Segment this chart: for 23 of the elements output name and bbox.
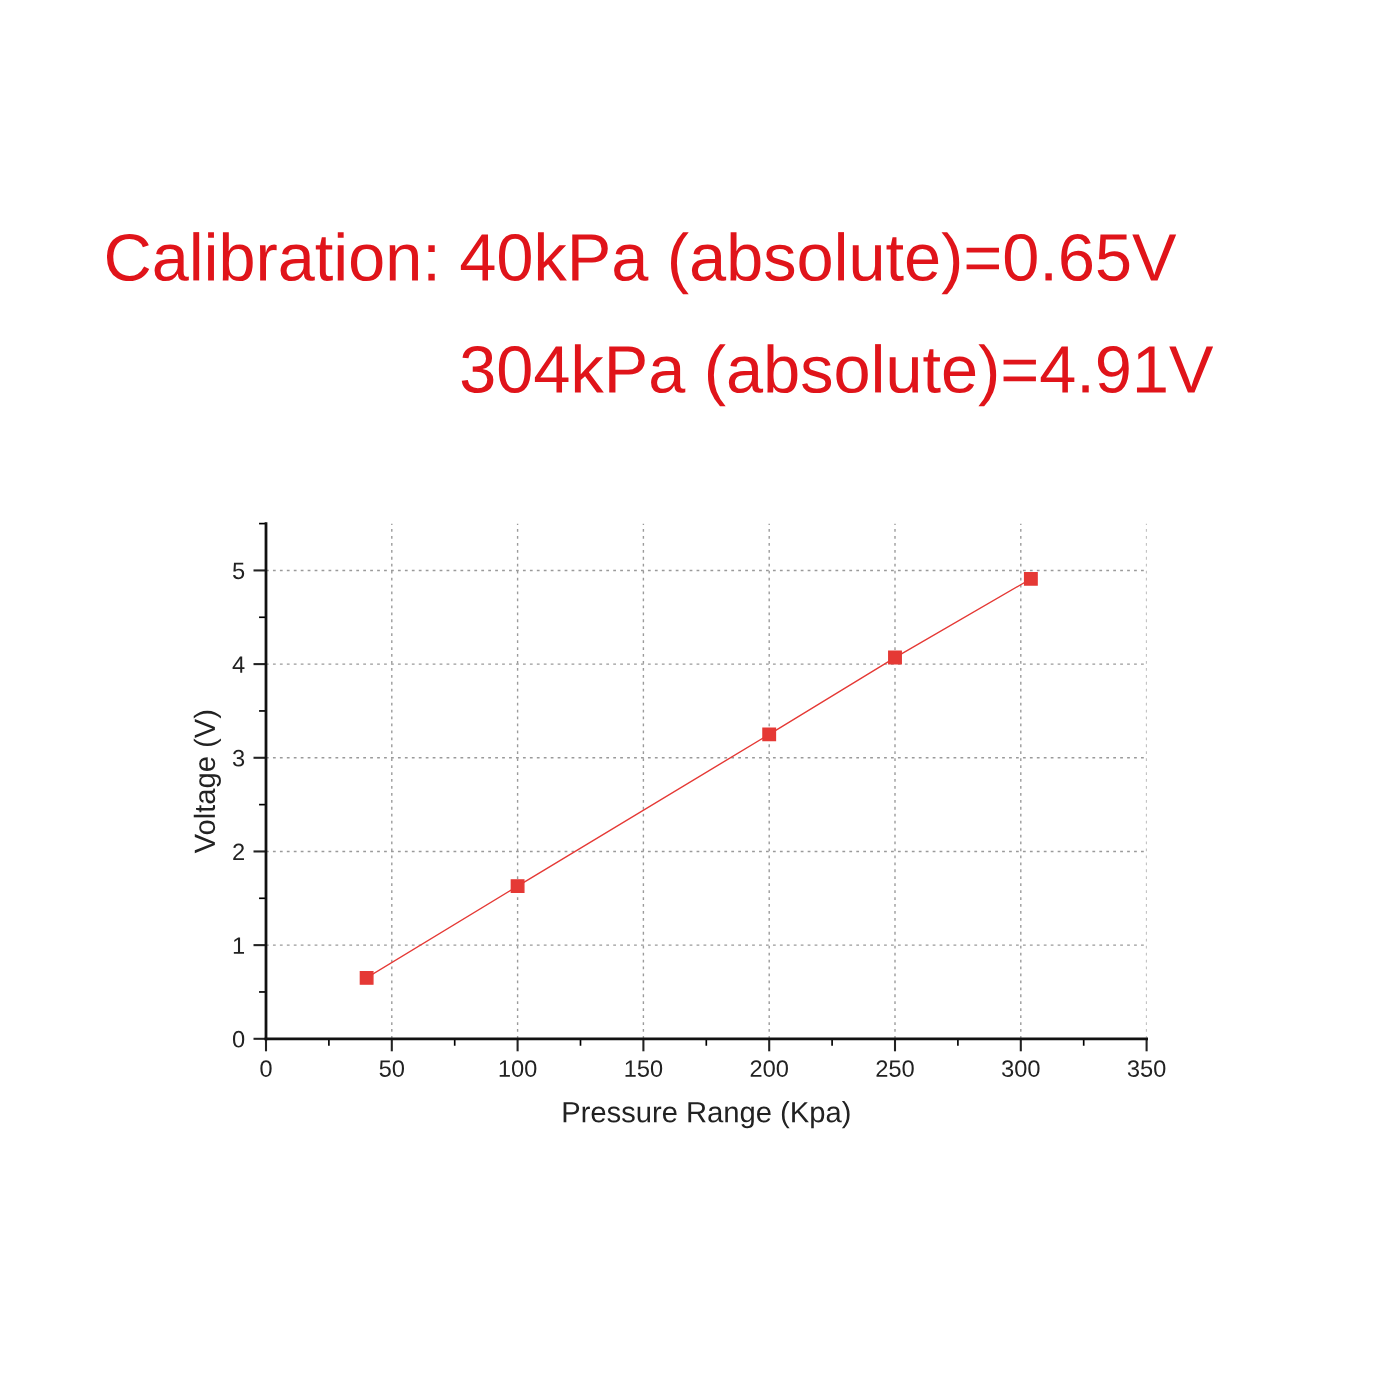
- x-tick-label: 0: [260, 1060, 272, 1077]
- chart-subtitle: 304kPa (absolute)=4.91V: [461, 344, 1214, 407]
- x-tick-label: 250: [876, 1060, 914, 1077]
- y-tick-label: 1: [233, 937, 245, 954]
- x-axis-title: Pressure Range (Kpa): [563, 1101, 850, 1129]
- x-tick-label: 200: [750, 1060, 788, 1077]
- x-tick-label: 350: [1127, 1060, 1166, 1077]
- x-tick-label: 50: [379, 1060, 405, 1077]
- x-tick-label: 100: [499, 1060, 537, 1077]
- y-tick-label: 0: [232, 1030, 245, 1048]
- point: [359, 970, 374, 985]
- point: [510, 879, 525, 894]
- point: [762, 727, 777, 742]
- y-axis-title: Voltage (V): [193, 710, 221, 854]
- y-tick-label: 5: [232, 562, 245, 580]
- x-tick-label: 300: [1002, 1060, 1040, 1077]
- x-tick-label: 150: [625, 1060, 663, 1077]
- point: [888, 650, 902, 665]
- y-tick-label: 2: [233, 843, 244, 861]
- chart-title: Calibration: 40kPa (absolute)=0.65V: [106, 232, 1177, 295]
- y-tick-label: 4: [232, 656, 245, 673]
- point: [1023, 571, 1038, 586]
- y-tick-label: 3: [232, 749, 245, 767]
